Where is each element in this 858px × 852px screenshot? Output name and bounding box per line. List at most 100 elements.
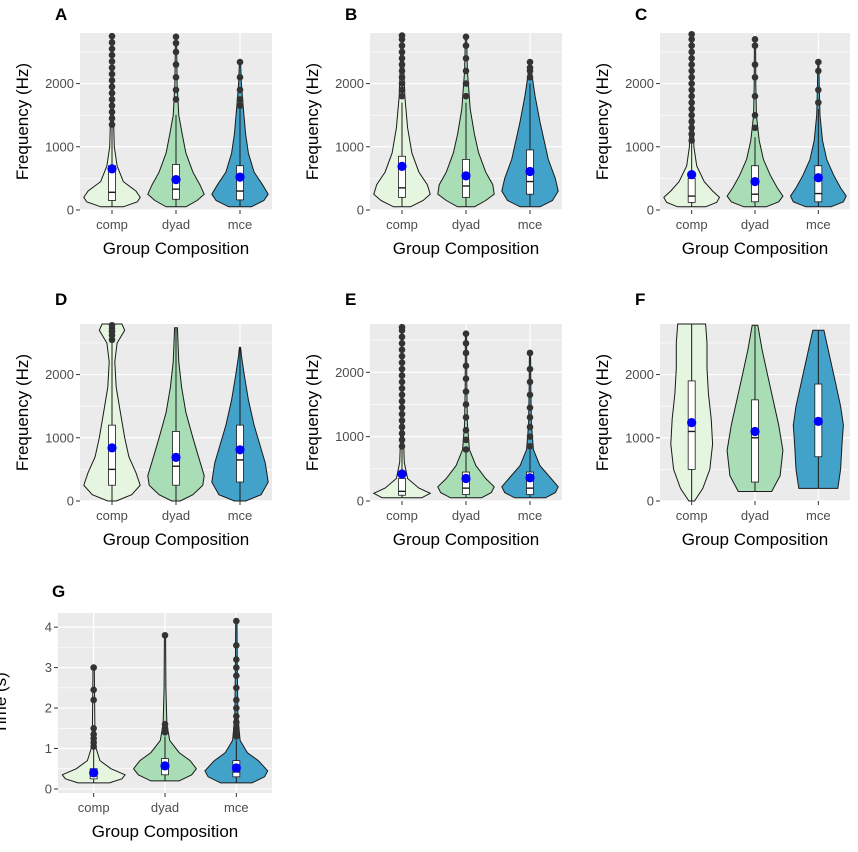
violin-dyad bbox=[726, 324, 784, 492]
outlier-point bbox=[233, 718, 240, 726]
outlier-point bbox=[462, 33, 470, 41]
outlier-point bbox=[161, 720, 169, 728]
outlier-point bbox=[462, 54, 470, 62]
outlier-point bbox=[751, 61, 759, 68]
y-tick-label: 1000 bbox=[335, 429, 364, 444]
y-tick-label: 0 bbox=[357, 494, 364, 509]
outlier-point bbox=[233, 724, 240, 732]
outlier-point bbox=[398, 391, 406, 399]
y-tick-label: 1000 bbox=[625, 430, 654, 445]
outlier-point bbox=[398, 86, 406, 94]
x-tick-label: dyad bbox=[741, 217, 769, 232]
outlier-point bbox=[751, 124, 759, 132]
x-axis-title: Group Composition bbox=[103, 239, 249, 258]
outlier-point bbox=[526, 442, 534, 450]
outlier-point bbox=[462, 42, 470, 49]
outlier-point bbox=[688, 92, 695, 100]
outlier-point bbox=[751, 36, 759, 43]
outlier-point bbox=[688, 73, 695, 81]
x-tick-label: mce bbox=[224, 800, 249, 815]
mean-point bbox=[89, 768, 99, 778]
outlier-point bbox=[108, 89, 116, 97]
outlier-point bbox=[526, 378, 534, 386]
outlier-point bbox=[90, 686, 97, 694]
outlier-point bbox=[688, 137, 695, 144]
x-tick-label: dyad bbox=[162, 217, 190, 232]
panel-f: 0 1000 2000 comp dyad mce Group Composition Fre… bbox=[593, 290, 850, 549]
outlier-point bbox=[398, 323, 406, 331]
y-tick-label: 1 bbox=[45, 741, 52, 756]
outlier-point bbox=[688, 80, 695, 87]
y-axis-title: Frequency (Hz) bbox=[13, 63, 32, 180]
x-tick-label: comp bbox=[676, 508, 708, 523]
x-axis-title: Group Composition bbox=[103, 530, 249, 549]
outlier-point bbox=[688, 86, 695, 94]
outlier-point bbox=[815, 58, 822, 66]
outlier-point bbox=[526, 414, 534, 421]
x-axis-title: Group Composition bbox=[92, 822, 238, 841]
x-tick-label: dyad bbox=[452, 508, 480, 523]
y-tick-label: 1000 bbox=[45, 430, 74, 445]
outlier-point bbox=[398, 442, 406, 450]
outlier-point bbox=[398, 352, 406, 360]
panel-a: 0 1000 2000 comp dyad mce Group Composition Fre… bbox=[13, 5, 272, 258]
mean-point bbox=[171, 452, 181, 462]
y-tick-label: 2000 bbox=[45, 367, 74, 382]
x-tick-label: comp bbox=[386, 217, 418, 232]
outlier-point bbox=[108, 96, 116, 103]
outlier-point bbox=[462, 67, 470, 75]
outlier-point bbox=[688, 130, 695, 138]
violin-mce bbox=[211, 346, 269, 502]
violin-mce bbox=[501, 349, 559, 499]
outlier-point bbox=[398, 340, 406, 347]
outlier-point bbox=[398, 417, 406, 424]
x-axis-title: Group Composition bbox=[682, 239, 828, 258]
outlier-point bbox=[462, 362, 470, 370]
outlier-point bbox=[90, 731, 97, 738]
outlier-point bbox=[398, 333, 406, 341]
outlier-point bbox=[815, 67, 822, 75]
outlier-point bbox=[108, 115, 116, 122]
outlier-point bbox=[172, 73, 180, 81]
outlier-point bbox=[161, 631, 169, 639]
outlier-point bbox=[108, 108, 116, 116]
y-axis-title: Frequency (Hz) bbox=[303, 63, 322, 180]
panel-b: 0 1000 2000 comp dyad mce Group Composition Fre… bbox=[303, 5, 562, 258]
outlier-point bbox=[398, 54, 406, 62]
y-axis-title: Frequency (Hz) bbox=[593, 354, 612, 471]
outlier-point bbox=[108, 321, 116, 329]
box bbox=[462, 471, 470, 495]
outlier-point bbox=[108, 70, 116, 78]
x-axis-title: Group Composition bbox=[682, 530, 828, 549]
outlier-point bbox=[526, 423, 534, 431]
x-tick-label: comp bbox=[676, 217, 708, 232]
outlier-point bbox=[398, 378, 406, 386]
outlier-point bbox=[398, 385, 406, 392]
mean-point bbox=[687, 418, 697, 428]
panel-d: 0 1000 2000 comp dyad mce Group Composition Fre… bbox=[13, 290, 272, 549]
outlier-point bbox=[236, 58, 244, 66]
mean-point bbox=[525, 473, 535, 483]
mean-point bbox=[397, 161, 407, 171]
outlier-point bbox=[172, 39, 180, 47]
outlier-point bbox=[398, 67, 406, 75]
panel-letter: G bbox=[52, 582, 65, 601]
outlier-point bbox=[526, 433, 534, 440]
y-tick-label: 1000 bbox=[625, 139, 654, 154]
outlier-point bbox=[233, 617, 240, 625]
outlier-point bbox=[688, 124, 695, 132]
outlier-point bbox=[233, 696, 240, 704]
y-axis-title: Frequency (Hz) bbox=[13, 354, 32, 471]
outlier-point bbox=[751, 42, 759, 49]
outlier-point bbox=[526, 73, 534, 81]
outlier-point bbox=[108, 102, 116, 109]
box bbox=[526, 471, 534, 495]
panel-g: 0 1 2 3 4 comp dyad mce Group Composition Time (s… bbox=[0, 582, 272, 841]
x-axis-title: Group Composition bbox=[393, 530, 539, 549]
violin-mce bbox=[211, 58, 269, 208]
outlier-point bbox=[462, 375, 470, 383]
outlier-point bbox=[751, 73, 759, 81]
outlier-point bbox=[233, 712, 240, 720]
outlier-point bbox=[398, 436, 406, 444]
y-tick-label: 0 bbox=[67, 203, 74, 218]
